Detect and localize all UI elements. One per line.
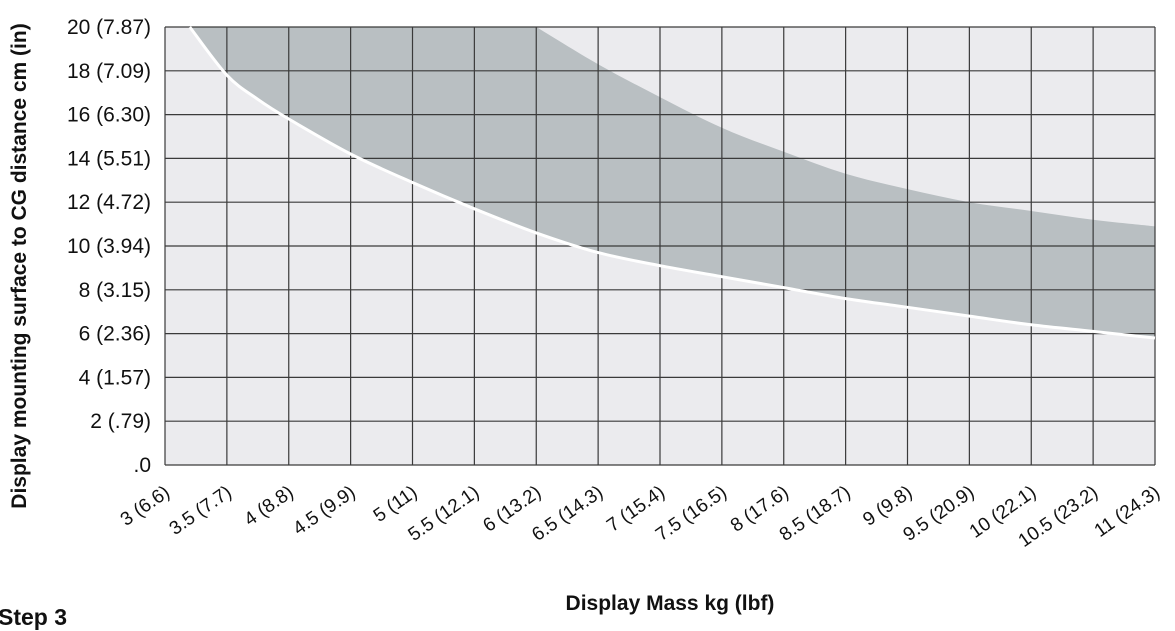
y-tick-label: 16 (6.30) [67,104,151,127]
x-axis-label: Display Mass kg (lbf) [566,592,775,615]
lower-boundary-curve [188,26,1156,340]
y-tick-label: 2 (.79) [90,410,151,433]
x-tick-label: 5.5 (12.1) [405,482,484,546]
x-tick-label: 11 (24.3) [1091,482,1164,542]
y-tick-label: 10 (3.94) [67,235,151,258]
y-tick-label: 12 (4.72) [67,191,151,214]
grid-lines [164,26,1156,466]
step-heading: Step 3 [0,604,68,630]
x-tick-label: 7.5 (16.5) [652,482,731,546]
x-axis-tick-labels: 3 (6.6)3.5 (7.7) 4 (8.8)4.5 (9.9) 5 (11)5.… [117,482,1164,552]
y-tick-label: 20 (7.87) [67,16,151,39]
y-tick-label: 4 (1.57) [79,366,151,389]
x-tick-label: 9.5 (20.9) [900,482,979,546]
y-tick-label: 14 (5.51) [67,147,151,170]
y-tick-label: .0 [133,454,151,477]
x-tick-label: 4.5 (9.9) [289,482,359,540]
y-tick-label: 18 (7.09) [67,60,151,83]
x-tick-label: 6.5 (14.3) [528,482,607,546]
y-axis-tick-labels: .0 2 (.79) 4 (1.57) 6 (2.36) 8 (3.15) 10 (3.9… [67,16,151,477]
x-tick-label: 8.5 (18.7) [776,482,855,546]
y-tick-label: 6 (2.36) [79,323,151,346]
x-tick-label: 5 (11) [370,482,422,527]
acceptable-range-band [189,27,1156,338]
x-tick-label: 3.5 (7.7) [166,482,236,540]
y-tick-label: 8 (3.15) [79,279,151,302]
y-axis-label: Display mounting surface to CG distance … [8,23,31,508]
